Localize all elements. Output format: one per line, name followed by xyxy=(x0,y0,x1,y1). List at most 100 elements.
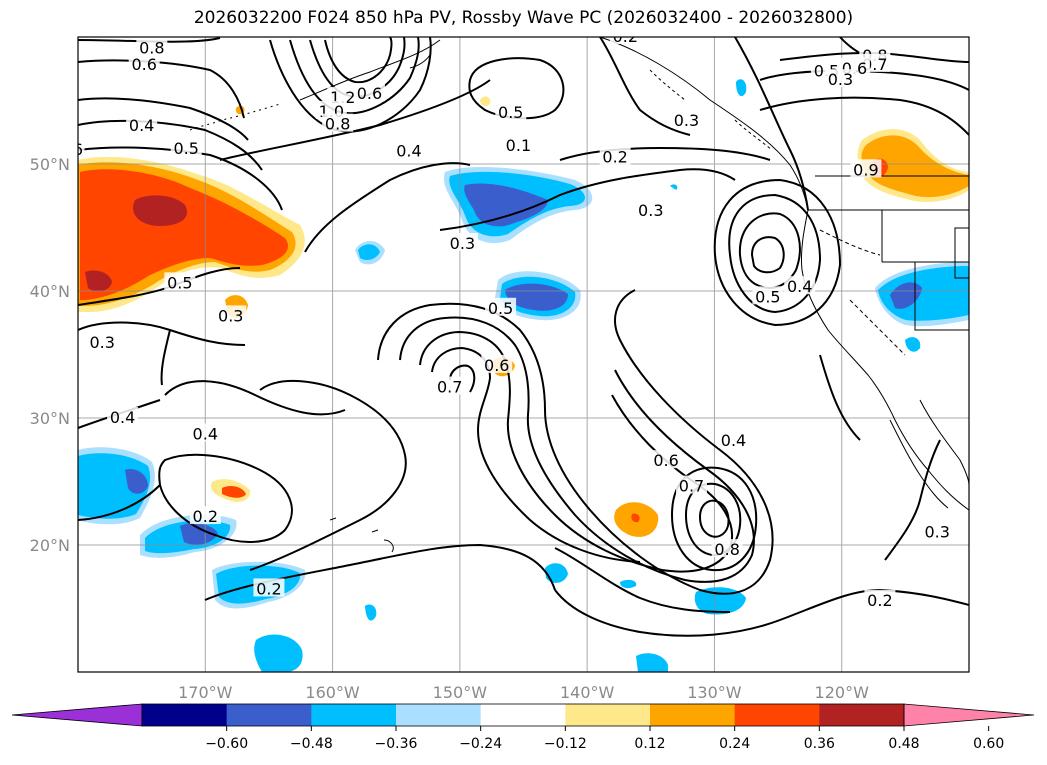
contour-label: 0.6 xyxy=(357,84,382,103)
lon-tick-label: 120°W xyxy=(815,683,870,702)
contour-label-bg xyxy=(164,272,196,291)
colorbar-segment xyxy=(819,704,905,726)
contour-label-bg xyxy=(189,506,221,525)
lat-tick-label: 40°N xyxy=(30,282,70,301)
colorbar-extend-low xyxy=(11,703,143,727)
coastline-baja-california xyxy=(889,419,949,509)
contour-labels: 0.80.60.40.561.21.00.80.60.40.50.20.30.2… xyxy=(78,27,953,610)
contour-label: 0.4 xyxy=(396,141,421,160)
colorbar-segment xyxy=(396,704,482,726)
colorbar-segment xyxy=(311,704,397,726)
contour-label-bg xyxy=(128,53,160,72)
lon-tick-label: 150°W xyxy=(433,683,488,702)
colorbar-segment xyxy=(734,704,820,726)
map-plot-area: 0.80.60.40.561.21.00.80.60.40.50.20.30.2… xyxy=(78,27,969,672)
contour-label: 0.4 xyxy=(787,277,812,296)
colorbar-segment xyxy=(142,704,228,726)
contour-label: 0.7 xyxy=(437,378,462,397)
contour-label: 0.3 xyxy=(924,522,949,541)
contour-label-bg xyxy=(718,429,750,448)
contour-label: 0.8 xyxy=(714,540,739,559)
colorbar-segment xyxy=(650,704,736,726)
contour-label-bg xyxy=(784,276,816,295)
contour-label-bg xyxy=(189,423,221,442)
contour-label: 0.4 xyxy=(110,408,135,427)
colorbar-tick-label: 0.48 xyxy=(888,736,919,752)
colorbar-tick-label: −0.24 xyxy=(459,736,502,752)
contour-label-bg xyxy=(393,140,425,159)
contour-label: 0.2 xyxy=(193,507,218,526)
colorbar-segment xyxy=(226,704,312,726)
contour-label: 0.6 xyxy=(484,356,509,375)
colorbar-tick-label: −0.60 xyxy=(205,736,248,752)
contour-label: 0.1 xyxy=(506,136,531,155)
map-title: 2026032200 F024 850 hPa PV, Rossby Wave … xyxy=(193,8,854,28)
contour-label: 0.6 xyxy=(131,55,156,74)
contour-label: 0.8 xyxy=(139,38,164,57)
contour-label-bg xyxy=(921,521,953,540)
colorbar-segment xyxy=(565,704,651,726)
contour-label-bg xyxy=(126,114,158,133)
contour-label-bg xyxy=(353,83,385,102)
contour-label-bg xyxy=(107,407,139,425)
colorbar-tick-label: −0.36 xyxy=(375,736,418,752)
contour-label: 0.2 xyxy=(613,27,638,46)
contour-label: 0.5 xyxy=(488,299,513,318)
colorbar-tick-label: 0.12 xyxy=(634,736,665,752)
contour-label: 0.4 xyxy=(129,116,154,135)
contour-label: 0.8 xyxy=(325,115,350,134)
colorbar-tick-label: −0.48 xyxy=(290,736,333,752)
contour-label: 0.4 xyxy=(193,425,218,444)
coastline-alaska xyxy=(299,39,441,101)
contour-label-bg xyxy=(609,37,641,44)
colorbar-extend-high xyxy=(903,703,1035,727)
colorbar-tick-label: 0.36 xyxy=(804,736,835,752)
contour-label: 0.9 xyxy=(853,160,878,179)
contour-label-bg xyxy=(322,113,354,132)
contour-label-bg xyxy=(676,475,708,494)
contour-label-bg xyxy=(502,135,534,154)
colorbar-tick-label: 0.60 xyxy=(973,736,1004,752)
contour-label: 0.3 xyxy=(89,333,114,352)
contour-label: 0.3 xyxy=(450,234,475,253)
colorbar-tick-label: −0.12 xyxy=(544,736,587,752)
contour-label-bg xyxy=(864,589,896,608)
colorbar-tick-label: 0.24 xyxy=(719,736,750,752)
contour-label-bg xyxy=(495,102,527,121)
contour-label: 0.2 xyxy=(867,591,892,610)
contour-label: 0.5 xyxy=(173,139,198,158)
lon-tick-label: 130°W xyxy=(687,683,742,702)
contour-label-bg xyxy=(599,146,631,165)
contour-label: 0.5 xyxy=(167,273,192,292)
lat-tick-label: 20°N xyxy=(30,536,70,555)
contour-label: 0.5 xyxy=(755,287,780,306)
lon-tick-label: 140°W xyxy=(560,683,615,702)
contour-label: 0.7 xyxy=(679,477,704,496)
contour-label-bg xyxy=(824,69,856,88)
contour-label-bg xyxy=(327,86,359,105)
colorbar-outline xyxy=(141,703,905,727)
lat-tick-label: 30°N xyxy=(30,409,70,428)
coastlines xyxy=(189,37,969,553)
contour-closed-east xyxy=(738,212,801,289)
contour-label-bg xyxy=(215,305,247,324)
contour-0-4-central xyxy=(249,379,407,571)
contour-label-bg xyxy=(635,199,667,218)
latitude-labels: 20°N 30°N 40°N 50°N xyxy=(30,155,70,555)
contour-label-bg xyxy=(253,578,285,597)
contour-label: 0.2 xyxy=(602,148,627,167)
contour-label-bg xyxy=(485,297,517,316)
state-borders xyxy=(808,175,969,331)
contour-label: 0.3 xyxy=(828,70,853,89)
contour-label-bg xyxy=(446,233,478,252)
plot-frame xyxy=(77,36,970,673)
contour-label-bg xyxy=(670,109,702,128)
contour-label-bg xyxy=(650,450,682,469)
contour-label-bg xyxy=(86,332,118,351)
contour-label: 0.3 xyxy=(638,201,663,220)
lon-tick-label: 170°W xyxy=(178,683,233,702)
contour-label: 0.2 xyxy=(256,579,281,598)
contour-label-bg xyxy=(170,137,202,156)
contour-label-bg xyxy=(136,37,168,56)
